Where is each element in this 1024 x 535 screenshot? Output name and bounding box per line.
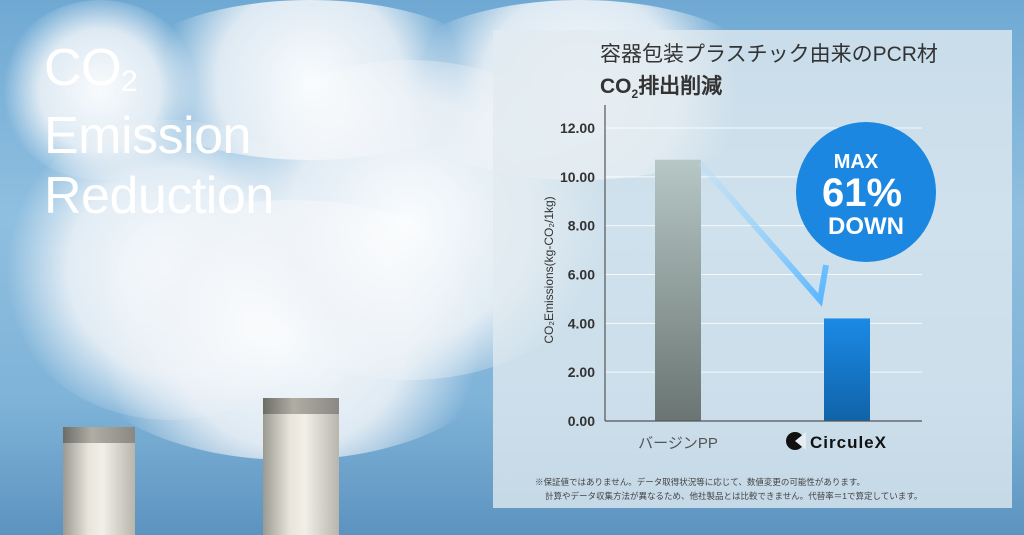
chart-title: 容器包装プラスチック由来のPCR材 bbox=[600, 43, 938, 66]
bar-virgin-pp bbox=[655, 159, 701, 421]
cloud bbox=[0, 0, 200, 180]
footnote: ※保証値ではありません。データ取得状況等に応じて、数値変更の可能性があります。 bbox=[535, 477, 865, 487]
hero-title: CO2 Emission Reduction bbox=[44, 39, 274, 225]
y-tick-label: 8.00 bbox=[568, 218, 595, 234]
svg-text:DOWN: DOWN bbox=[828, 213, 904, 240]
y-tick-label: 2.00 bbox=[568, 364, 595, 380]
max-61-down-badge: MAX 61% DOWN bbox=[796, 122, 936, 262]
svg-text:MAX: MAX bbox=[834, 151, 879, 173]
chart-panel bbox=[493, 30, 1012, 508]
smokestack bbox=[263, 398, 339, 535]
chart-subtitle: CO2排出削減 bbox=[600, 75, 723, 102]
y-tick-label: 12.00 bbox=[560, 120, 595, 136]
y-tick-label: 10.00 bbox=[560, 169, 595, 185]
circulex-logo: CirculeX bbox=[786, 432, 887, 452]
down-arrow bbox=[697, 161, 829, 307]
y-tick-label: 6.00 bbox=[568, 267, 595, 283]
smokestack bbox=[63, 427, 135, 535]
x-label-virgin-pp: バージンPP bbox=[638, 435, 718, 452]
bar-circulex bbox=[824, 318, 870, 421]
y-tick-label: 4.00 bbox=[568, 315, 595, 331]
footnote: 計算やデータ収集方法が異なるため、他社製品とは比較できません。代替率＝1で算定し… bbox=[545, 491, 923, 501]
y-axis-label: CO₂Emissions(kg-CO₂/1kg) bbox=[542, 196, 556, 343]
y-tick-label: 0.00 bbox=[568, 413, 595, 429]
svg-text:61%: 61% bbox=[822, 171, 902, 215]
svg-text:CirculeX: CirculeX bbox=[810, 433, 887, 452]
